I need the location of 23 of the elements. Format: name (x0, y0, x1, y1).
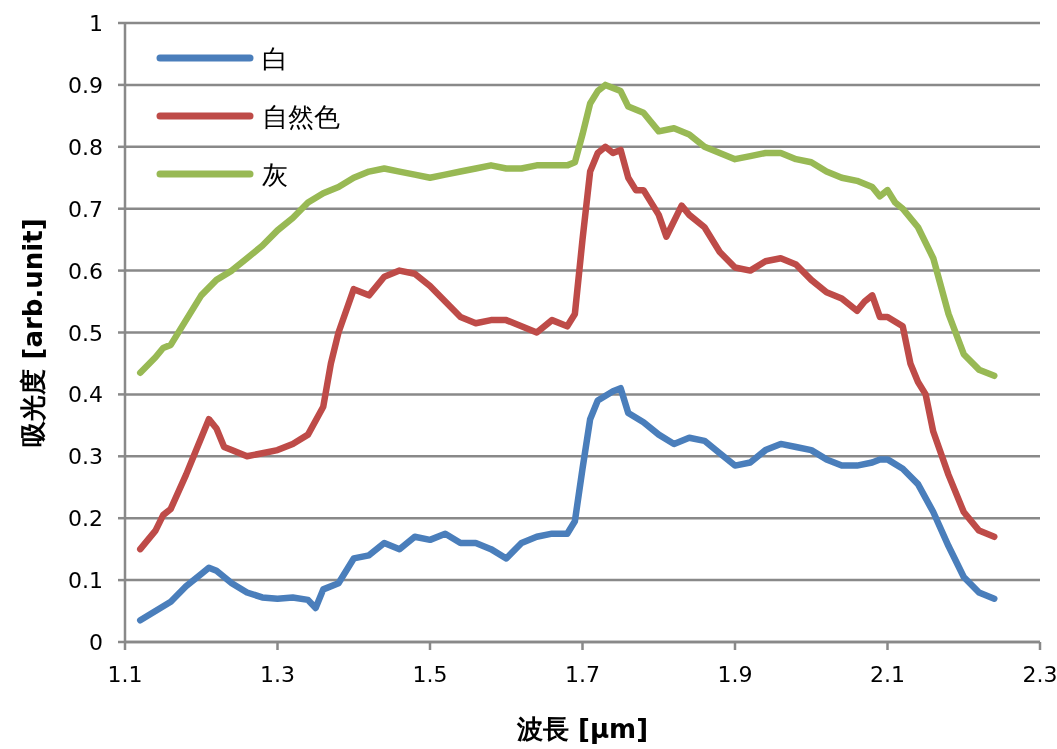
x-tick-label: 2.3 (1022, 662, 1057, 687)
legend-label: 灰 (262, 160, 288, 190)
x-tick-label: 1.7 (565, 662, 600, 687)
x-tick-label: 2.1 (870, 662, 905, 687)
y-axis-title: 吸光度 [arb.unit] (18, 218, 48, 447)
x-tick-label: 1.5 (412, 662, 448, 687)
y-tick-label: 0.9 (68, 72, 103, 98)
y-tick-label: 0 (89, 630, 103, 655)
y-tick-label: 0.8 (68, 134, 103, 160)
legend-label: 白 (262, 44, 288, 74)
y-tick-label: 0.1 (68, 568, 103, 594)
y-tick-label: 0.3 (68, 444, 103, 470)
y-tick-label: 0.7 (68, 196, 103, 222)
x-axis-title: 波長 [µm] (515, 714, 649, 744)
y-tick-label: 0.5 (68, 320, 103, 346)
y-tick-label: 0.4 (68, 382, 103, 408)
y-tick-label: 0.6 (68, 258, 103, 284)
x-tick-label: 1.1 (107, 662, 143, 687)
y-tick-label: 1 (89, 11, 103, 36)
y-tick-label: 0.2 (68, 506, 103, 532)
x-tick-label: 1.9 (717, 662, 753, 687)
x-tick-label: 1.3 (260, 662, 295, 687)
legend-label: 自然色 (262, 102, 340, 132)
